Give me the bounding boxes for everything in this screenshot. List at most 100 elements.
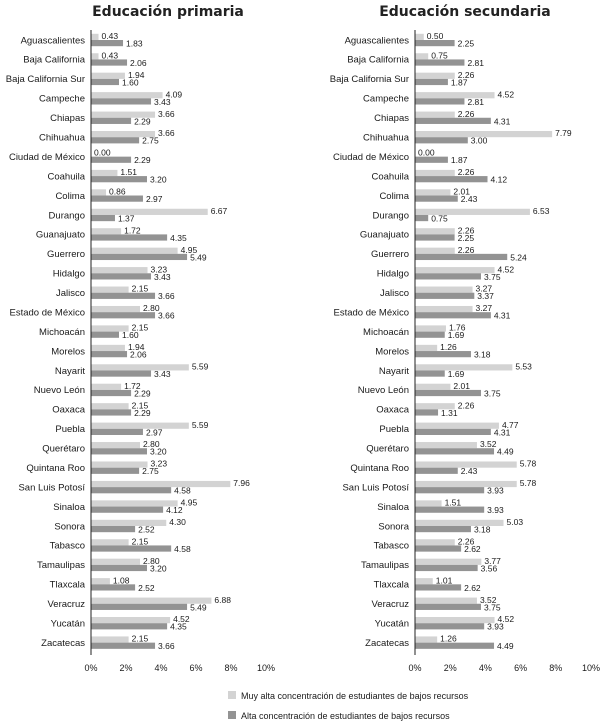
data-label-high: 1.60 [122,77,139,87]
category-label: Estado de México [9,307,85,318]
bar-high [91,176,147,183]
bar-high [415,117,491,124]
data-label-very-high: 4.77 [502,420,519,430]
bar-high [91,526,136,533]
data-label-high: 4.49 [497,447,514,457]
category-label: Jalisco [56,288,85,299]
bar-high [415,59,465,66]
category-label: Aguascalientes [21,35,86,46]
data-label-very-high: 5.78 [520,478,537,488]
data-label-high: 2.29 [134,408,151,418]
category-label: Tabasco [50,541,85,552]
bar-high [91,564,147,572]
bar-high [415,448,495,455]
bar-high [91,234,168,241]
data-label-high: 2.43 [461,194,478,204]
data-label-very-high: 5.59 [192,420,209,430]
bar-high [415,273,481,280]
bar-very-high [91,92,163,99]
category-label: Sinaloa [53,502,85,513]
data-label-very-high: 2.26 [458,167,475,177]
bar-high [91,506,164,513]
bar-high [415,506,485,513]
data-label-high: 2.75 [142,466,159,476]
bar-high [415,564,478,572]
bar-very-high [415,383,451,390]
category-label: Jalisco [380,288,409,299]
bar-very-high [91,364,189,371]
data-label-high: 1.69 [448,330,465,340]
bar-very-high [91,325,129,332]
data-label-very-high: 2.26 [458,245,475,255]
bar-very-high [91,169,118,177]
data-label-high: 3.43 [154,97,171,107]
data-label-high: 3.75 [484,272,501,282]
data-label-very-high: 3.77 [484,556,501,566]
data-label-very-high: 0.43 [102,50,119,60]
bar-high [91,137,140,144]
data-label-very-high: 4.95 [181,245,198,255]
category-label: Michoacán [39,327,85,338]
data-label-very-high: 4.30 [169,517,186,527]
data-label-very-high: 1.94 [128,342,145,352]
data-label-very-high: 5.53 [515,361,532,371]
category-label: Querétaro [42,444,85,455]
bar-high [91,78,119,86]
bars: Aguascalientes 0.43 1.83 Baja California 0.4… [6,31,250,651]
bar-high [415,370,445,377]
bar-high [415,351,471,358]
bar-high [415,584,462,591]
bar-high [91,642,156,649]
bar-high [415,40,455,47]
bar-very-high [91,442,140,449]
data-label-high: 4.31 [494,427,511,437]
chart-panel-secundaria: Educación secundaria Aguascalientes 0.50 2.… [330,4,600,673]
data-label-high: 1.87 [451,77,468,87]
bar-very-high [91,403,129,410]
bar-very-high [91,305,140,313]
data-label-high: 3.93 [487,622,504,632]
category-label: Veracruz [48,599,86,610]
data-label-high: 5.49 [190,252,207,262]
data-label-very-high: 1.72 [124,225,141,235]
bar-very-high [415,286,473,293]
x-tick-label: 2% [444,663,457,673]
category-label: Campeche [39,94,85,105]
bar-very-high [415,247,455,254]
bar-high [415,312,491,319]
bar-very-high [91,578,110,585]
bar-very-high [91,480,231,488]
data-label-very-high: 3.52 [480,595,497,605]
bar-very-high [415,597,477,604]
bar-very-high [415,461,517,468]
data-label-very-high: 2.01 [453,381,470,391]
bar-very-high [91,267,148,274]
data-label-very-high: 2.80 [143,439,160,449]
bar-high [91,448,147,455]
data-label-high: 2.52 [138,525,155,535]
bar-high [91,584,136,591]
bar-high [91,428,143,435]
data-label-very-high: 4.95 [181,498,198,508]
bar-very-high [91,558,140,565]
data-label-very-high: 2.15 [132,323,149,333]
category-label: San Luis Potosí [18,482,85,493]
bar-high [415,78,448,86]
bar-very-high [415,267,495,274]
data-label-very-high: 6.53 [533,206,550,216]
data-label-very-high: 4.52 [498,89,515,99]
bar-very-high [415,344,438,352]
data-label-very-high: 2.01 [453,187,470,197]
x-axis-ticks: 0% 2% 4% 6% 8% 10% [84,663,275,673]
data-label-high: 2.97 [146,194,163,204]
bar-very-high [91,111,156,118]
bar-very-high [415,33,424,40]
bar-very-high [91,344,125,352]
data-label-high: 1.87 [451,155,468,165]
x-tick-label: 10% [257,663,275,673]
category-label: Tabasco [374,541,409,552]
bar-high [415,487,485,494]
bar-high [415,545,462,552]
category-label: Guanajuato [36,230,85,241]
